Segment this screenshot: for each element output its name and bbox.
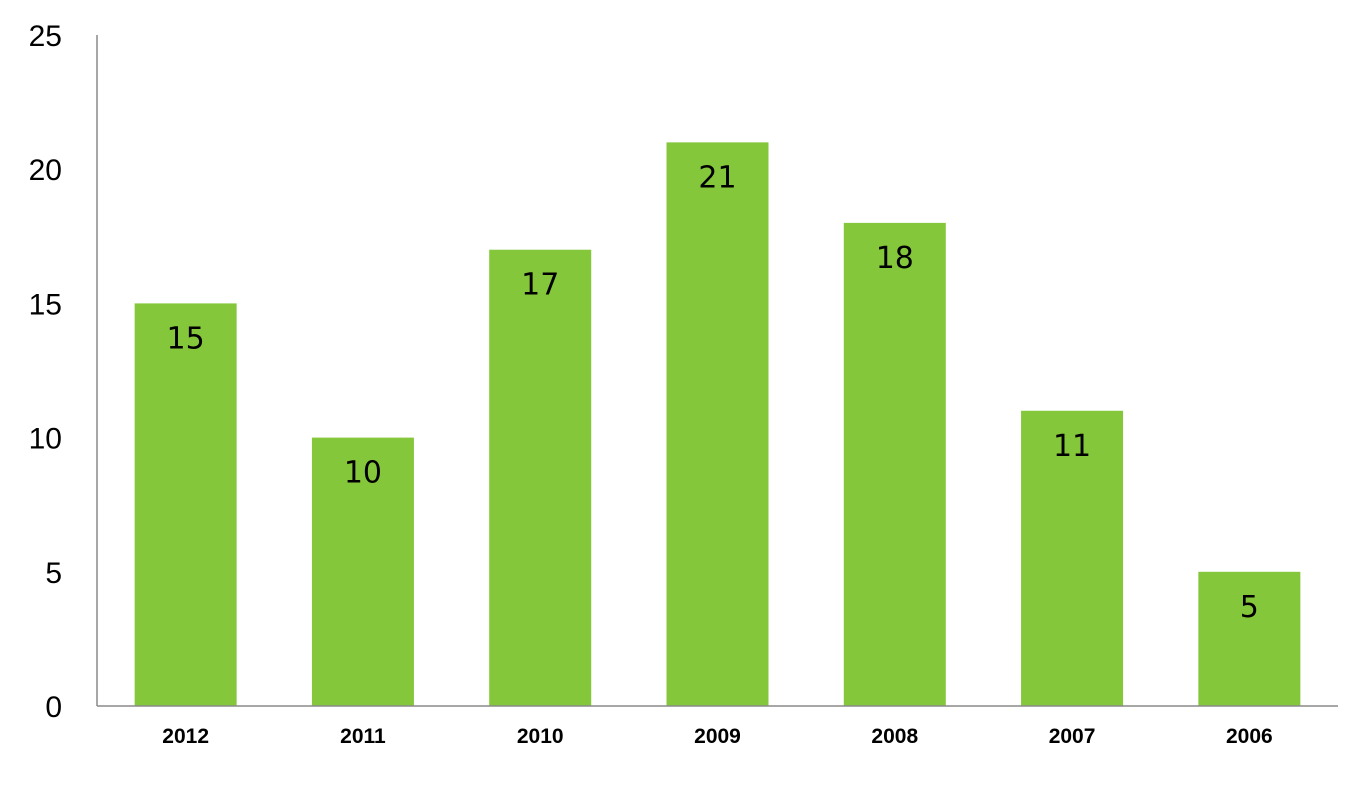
bar <box>311 437 414 706</box>
x-tick-label: 2011 <box>340 725 386 748</box>
bar <box>843 222 946 706</box>
bar <box>1021 410 1124 706</box>
y-tick-label: 5 <box>45 557 62 590</box>
y-tick-label: 25 <box>29 20 62 53</box>
bar-value-label: 11 <box>1053 429 1091 464</box>
bar-value-label: 17 <box>521 268 559 303</box>
x-tick-label: 2006 <box>1226 725 1273 748</box>
y-axis-tick-labels: 0 5 10 15 20 25 <box>29 20 62 724</box>
y-tick-label: 0 <box>45 691 62 724</box>
data-labels-group: 15 10 17 21 18 11 5 <box>167 160 1259 624</box>
y-tick-label: 20 <box>29 154 62 187</box>
y-tick-label: 15 <box>29 288 62 321</box>
bar-value-label: 10 <box>344 456 382 491</box>
bar <box>489 249 592 706</box>
x-tick-label: 2007 <box>1049 725 1096 748</box>
bar <box>666 142 769 707</box>
bar <box>1198 571 1301 706</box>
bar-value-label: 18 <box>876 241 914 276</box>
x-tick-label: 2009 <box>694 725 741 748</box>
x-tick-label: 2008 <box>871 725 918 748</box>
x-tick-label: 2010 <box>517 725 564 748</box>
bar-value-label: 21 <box>698 160 736 195</box>
y-tick-label: 10 <box>29 423 62 456</box>
bar-value-label: 5 <box>1240 590 1259 625</box>
bar-value-label: 15 <box>167 321 205 356</box>
bar <box>134 303 237 706</box>
x-axis-tick-labels: 2012 2011 2010 2009 2008 2007 2006 <box>162 725 1272 748</box>
bars-group <box>134 142 1301 707</box>
x-tick-label: 2012 <box>162 725 209 748</box>
